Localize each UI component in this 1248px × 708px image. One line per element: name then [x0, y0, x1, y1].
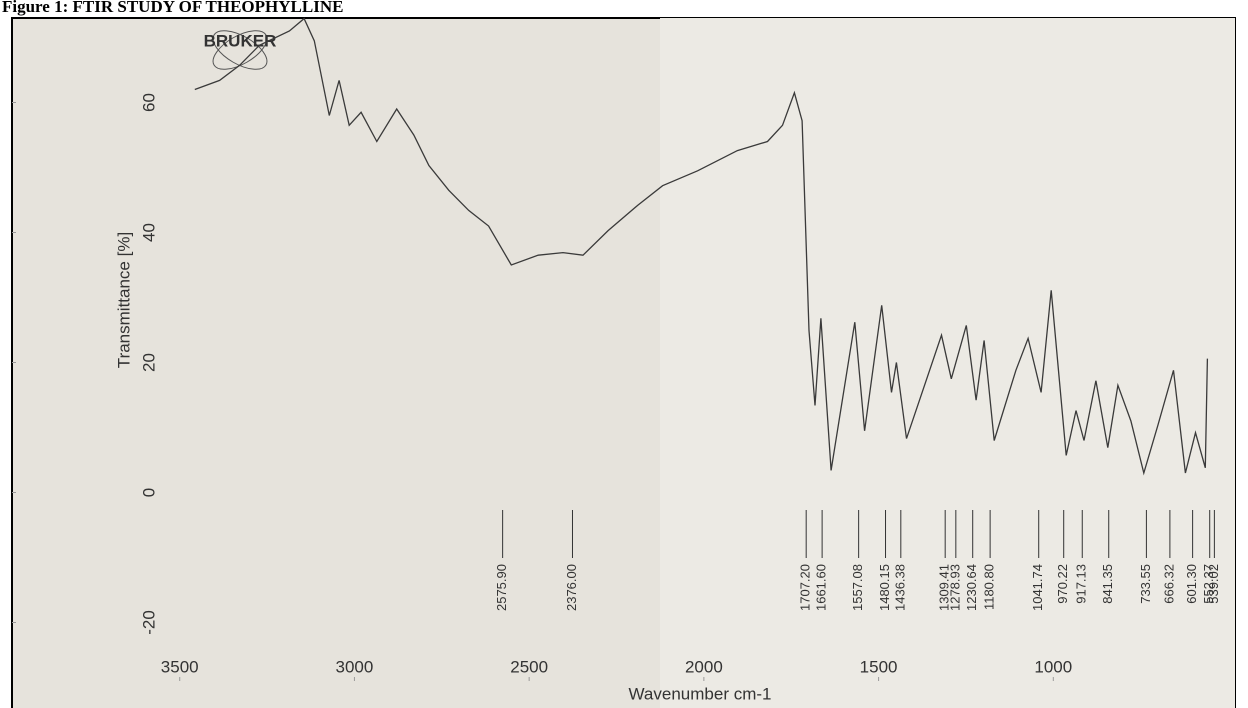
peak-label: 2376.00 [564, 564, 579, 611]
peak-label: 1278.93 [947, 564, 962, 611]
peak-label: 1707.20 [798, 564, 813, 611]
peak-label: 1180.80 [982, 564, 997, 610]
peak-label: 601.30 [1184, 564, 1199, 604]
chart-title: Figure 1: FTIR STUDY OF THEOPHYLLINE [2, 0, 343, 16]
peak-label: 666.32 [1161, 564, 1176, 604]
y-axis-label: Transmittance [%] [114, 232, 133, 368]
y-tick-label: -20 [139, 610, 158, 635]
x-tick-label: 1500 [860, 657, 898, 676]
y-tick-label: 20 [139, 353, 158, 372]
peak-label: 841.35 [1100, 564, 1115, 604]
page: {"chart_data": { "type": "line", "title"… [0, 0, 1248, 708]
brand: BRUKER [204, 31, 277, 50]
x-tick-label: 2000 [685, 657, 723, 676]
x-tick-label: 1000 [1034, 657, 1072, 676]
x-tick-label: 2500 [510, 657, 548, 676]
y-tick-label: 60 [139, 93, 158, 112]
peak-label: 539.02 [1206, 564, 1221, 604]
peak-label: 1557.08 [850, 564, 865, 611]
peak-label: 1041.74 [1030, 564, 1045, 611]
peak-label: 1436.38 [892, 564, 907, 611]
peak-label: 1230.64 [964, 564, 979, 611]
peak-label: 1480.15 [877, 564, 892, 611]
x-axis-label: Wavenumber cm-1 [629, 684, 772, 703]
peak-label: 2575.90 [494, 564, 509, 611]
y-tick-label: 40 [139, 223, 158, 242]
peak-label: 970.22 [1055, 564, 1070, 604]
chart: Figure 1: FTIR STUDY OF THEOPHYLLINE BRU… [0, 0, 1248, 708]
y-tick-label: 0 [139, 488, 158, 497]
x-tick-label: 3000 [336, 657, 374, 676]
peak-label: 1661.60 [814, 564, 829, 611]
peak-label: 917.13 [1074, 564, 1089, 604]
peak-label: 733.55 [1138, 564, 1153, 604]
x-tick-label: 3500 [161, 657, 199, 676]
